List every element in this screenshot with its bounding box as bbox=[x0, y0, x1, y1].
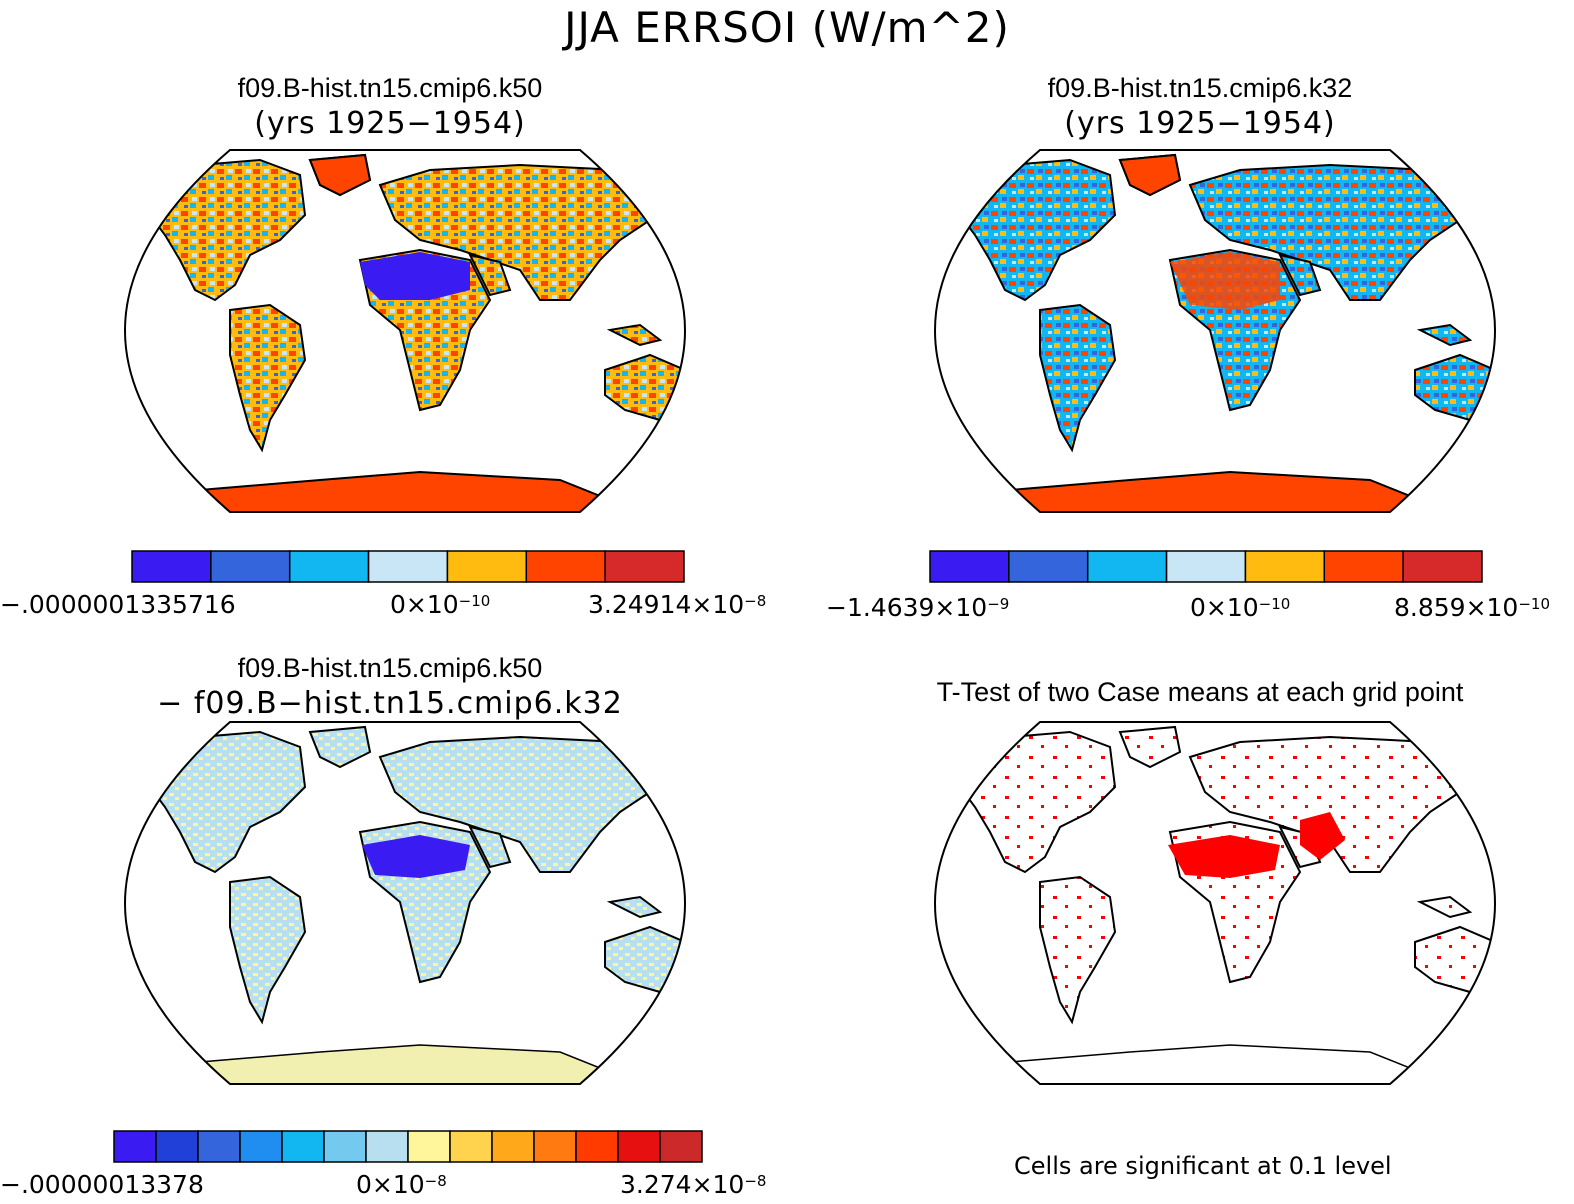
cb3-swatch-3 bbox=[239, 1130, 283, 1163]
cb3-swatch-7 bbox=[407, 1130, 451, 1163]
cb3-swatch-13 bbox=[659, 1130, 703, 1163]
cb2-swatch-0 bbox=[929, 550, 1010, 583]
map-panel-top-right bbox=[959, 153, 1495, 512]
panel-top-right-title: f09.B-hist.tn15.cmip6.k32 bbox=[1047, 73, 1353, 103]
main-title: JJA ERRSOI (W/m^2) bbox=[564, 3, 1010, 52]
panel-bottom-left-subtitle: − f09.B−hist.tn15.cmip6.k32 bbox=[157, 686, 623, 721]
cb3-swatch-5 bbox=[323, 1130, 367, 1163]
antarctica bbox=[162, 1044, 641, 1084]
map-panel-bottom-right bbox=[959, 726, 1495, 1084]
significance-footnote: Cells are significant at 0.1 level bbox=[1014, 1152, 1392, 1180]
cb1-swatch-6 bbox=[604, 550, 685, 583]
panel-top-left-subtitle: (yrs 1925−1954) bbox=[254, 106, 526, 141]
colorbar-bottom-left bbox=[113, 1130, 703, 1163]
cb3-swatch-6 bbox=[365, 1130, 409, 1163]
cb3-swatch-10 bbox=[533, 1130, 577, 1163]
cb3-swatch-1 bbox=[155, 1130, 199, 1163]
cb3-swatch-8 bbox=[449, 1130, 493, 1163]
map-border-bottom-right bbox=[934, 721, 1496, 1085]
map-border-top-right bbox=[934, 149, 1496, 513]
cb2-swatch-6 bbox=[1402, 550, 1483, 583]
cb1-left-label: −.0000001335716 bbox=[0, 590, 236, 619]
cb3-swatch-9 bbox=[491, 1130, 535, 1163]
antarctica bbox=[971, 470, 1451, 512]
cb2-swatch-5 bbox=[1323, 550, 1404, 583]
cb1-swatch-0 bbox=[131, 550, 212, 583]
panel-bottom-right-title: T-Test of two Case means at each grid po… bbox=[936, 677, 1464, 707]
cb1-right-label: 3.24914×10−8 bbox=[588, 590, 767, 619]
cb2-mid-label: 0×10−10 bbox=[1190, 593, 1291, 622]
map-border-bottom-left bbox=[124, 721, 686, 1085]
antarctica bbox=[972, 1044, 1451, 1084]
sahara-low-region bbox=[360, 252, 470, 300]
map-border-top-left bbox=[124, 149, 686, 513]
cb2-left-label: −1.4639×10−9 bbox=[826, 593, 1010, 622]
cb3-swatch-12 bbox=[617, 1130, 661, 1163]
cb2-swatch-1 bbox=[1008, 550, 1089, 583]
map-panel-bottom-left bbox=[149, 726, 685, 1084]
cb2-swatch-4 bbox=[1244, 550, 1326, 583]
cb3-left-label: −.00000013378 bbox=[0, 1170, 204, 1199]
cb1-swatch-2 bbox=[288, 550, 370, 583]
cb3-swatch-0 bbox=[113, 1130, 157, 1163]
cb2-swatch-2 bbox=[1086, 550, 1168, 583]
cb3-swatch-11 bbox=[575, 1130, 619, 1163]
cb3-mid-label: 0×10−8 bbox=[356, 1170, 447, 1199]
panel-top-right-subtitle: (yrs 1925−1954) bbox=[1064, 106, 1336, 141]
cb2-swatch-3 bbox=[1165, 550, 1247, 583]
sahara-low-region bbox=[362, 835, 470, 878]
colorbar-top-right bbox=[929, 550, 1483, 583]
map-panel-top-left bbox=[149, 153, 685, 512]
cb1-swatch-1 bbox=[210, 550, 291, 583]
cb2-right-label: 8.859×10−10 bbox=[1394, 593, 1550, 622]
panel-top-left-title: f09.B-hist.tn15.cmip6.k50 bbox=[237, 73, 543, 103]
cb3-swatch-4 bbox=[281, 1130, 325, 1163]
antarctica bbox=[161, 470, 641, 512]
cb3-swatch-2 bbox=[197, 1130, 241, 1163]
cb1-mid-label: 0×10−10 bbox=[390, 590, 491, 619]
cb1-swatch-4 bbox=[446, 550, 528, 583]
cb1-swatch-3 bbox=[367, 550, 449, 583]
panel-bottom-left-title: f09.B-hist.tn15.cmip6.k50 bbox=[237, 653, 543, 683]
significant-region bbox=[1168, 835, 1280, 878]
cb1-swatch-5 bbox=[525, 550, 606, 583]
cb3-right-label: 3.274×10−8 bbox=[620, 1170, 767, 1199]
colorbar-top-left bbox=[131, 550, 685, 583]
